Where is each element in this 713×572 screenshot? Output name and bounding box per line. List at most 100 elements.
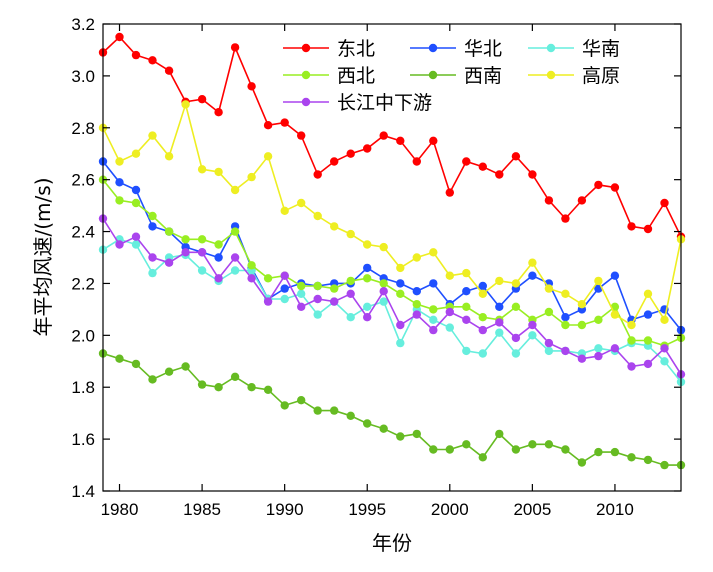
data-point — [247, 274, 256, 283]
data-point — [429, 305, 438, 314]
data-point — [396, 432, 405, 441]
legend-item: 长江中下游 — [283, 92, 432, 114]
data-point — [577, 320, 587, 330]
data-point — [627, 336, 636, 345]
data-point — [363, 419, 372, 428]
y-axis-title: 年平均风速/(m/s) — [31, 178, 55, 337]
data-point — [197, 95, 207, 104]
data-point — [627, 453, 636, 462]
data-point — [346, 411, 355, 420]
data-point — [148, 56, 157, 65]
series-line — [102, 218, 682, 375]
legend-item: 华南 — [528, 38, 620, 60]
data-point — [379, 287, 388, 296]
data-point — [577, 458, 587, 467]
series-line — [102, 101, 682, 327]
data-point — [263, 152, 273, 161]
data-point — [148, 131, 157, 140]
data-point — [462, 302, 471, 311]
data-point — [462, 157, 471, 166]
data-point — [148, 268, 157, 278]
data-point — [313, 211, 322, 221]
data-point — [528, 258, 537, 267]
data-point — [445, 445, 454, 454]
legend-label: 西北 — [337, 65, 375, 87]
data-point — [643, 455, 653, 465]
series-0 — [98, 32, 686, 241]
data-point — [429, 248, 438, 257]
series-6 — [98, 214, 686, 379]
data-point — [230, 185, 240, 195]
data-point — [363, 313, 372, 322]
data-point — [131, 50, 141, 60]
data-point — [148, 375, 157, 384]
data-point — [280, 401, 289, 410]
data-point — [230, 266, 240, 275]
data-point — [214, 383, 223, 392]
data-point — [412, 429, 421, 439]
series-layer — [98, 32, 686, 470]
data-point — [280, 118, 289, 127]
legend-marker — [301, 43, 311, 53]
legend-item: 西北 — [283, 65, 375, 87]
x-tick-label: 1995 — [348, 500, 386, 519]
data-point — [230, 372, 240, 381]
data-point — [445, 323, 454, 332]
legend-marker — [546, 43, 556, 53]
data-point — [396, 263, 405, 273]
data-point — [280, 294, 289, 304]
data-point — [561, 289, 570, 298]
y-tick-label: 1.4 — [71, 482, 95, 501]
data-point — [561, 445, 570, 454]
data-point — [297, 289, 306, 298]
data-point — [230, 253, 240, 262]
data-point — [214, 167, 223, 177]
legend-label: 华北 — [464, 38, 502, 60]
data-point — [495, 318, 504, 327]
legend-item: 华北 — [410, 38, 502, 60]
legend-label: 东北 — [337, 38, 375, 60]
data-point — [478, 325, 487, 335]
data-point — [115, 157, 124, 166]
data-point — [280, 206, 289, 215]
data-point — [164, 367, 174, 376]
data-point — [148, 222, 157, 231]
x-tick-label: 2010 — [596, 500, 634, 519]
data-point — [412, 310, 421, 319]
data-point — [197, 380, 207, 389]
data-point — [330, 284, 339, 293]
data-point — [363, 263, 372, 273]
data-point — [429, 315, 438, 324]
data-point — [643, 359, 653, 369]
data-point — [660, 315, 669, 324]
data-point — [462, 268, 471, 278]
data-point — [214, 108, 223, 117]
data-point — [577, 300, 587, 309]
y-tick-label: 2.6 — [71, 171, 95, 190]
data-point — [445, 307, 454, 317]
data-point — [429, 445, 438, 454]
data-point — [610, 183, 620, 192]
data-point — [660, 460, 669, 470]
data-point — [495, 276, 504, 286]
data-point — [412, 253, 421, 262]
data-point — [561, 214, 570, 223]
data-point — [131, 232, 141, 241]
data-point — [544, 440, 554, 449]
data-point — [214, 274, 223, 283]
y-tick-label: 2.8 — [71, 119, 95, 138]
y-tick-label: 2.2 — [71, 274, 95, 293]
legend-label: 华南 — [582, 38, 620, 60]
data-point — [379, 279, 388, 288]
data-point — [115, 32, 124, 42]
data-point — [478, 162, 487, 171]
data-point — [594, 180, 603, 190]
data-point — [313, 310, 322, 319]
legend-label: 西南 — [464, 65, 502, 87]
x-tick-label: 1980 — [101, 500, 139, 519]
x-tick-label: 2005 — [513, 500, 551, 519]
legend-marker — [428, 43, 438, 53]
ticks-layer: 1980 1985 1990 1995 2000 2005 2010 1.4 1.6 1.8 2.0… — [71, 15, 681, 519]
data-point — [363, 302, 372, 311]
legend-item: 东北 — [283, 38, 375, 60]
